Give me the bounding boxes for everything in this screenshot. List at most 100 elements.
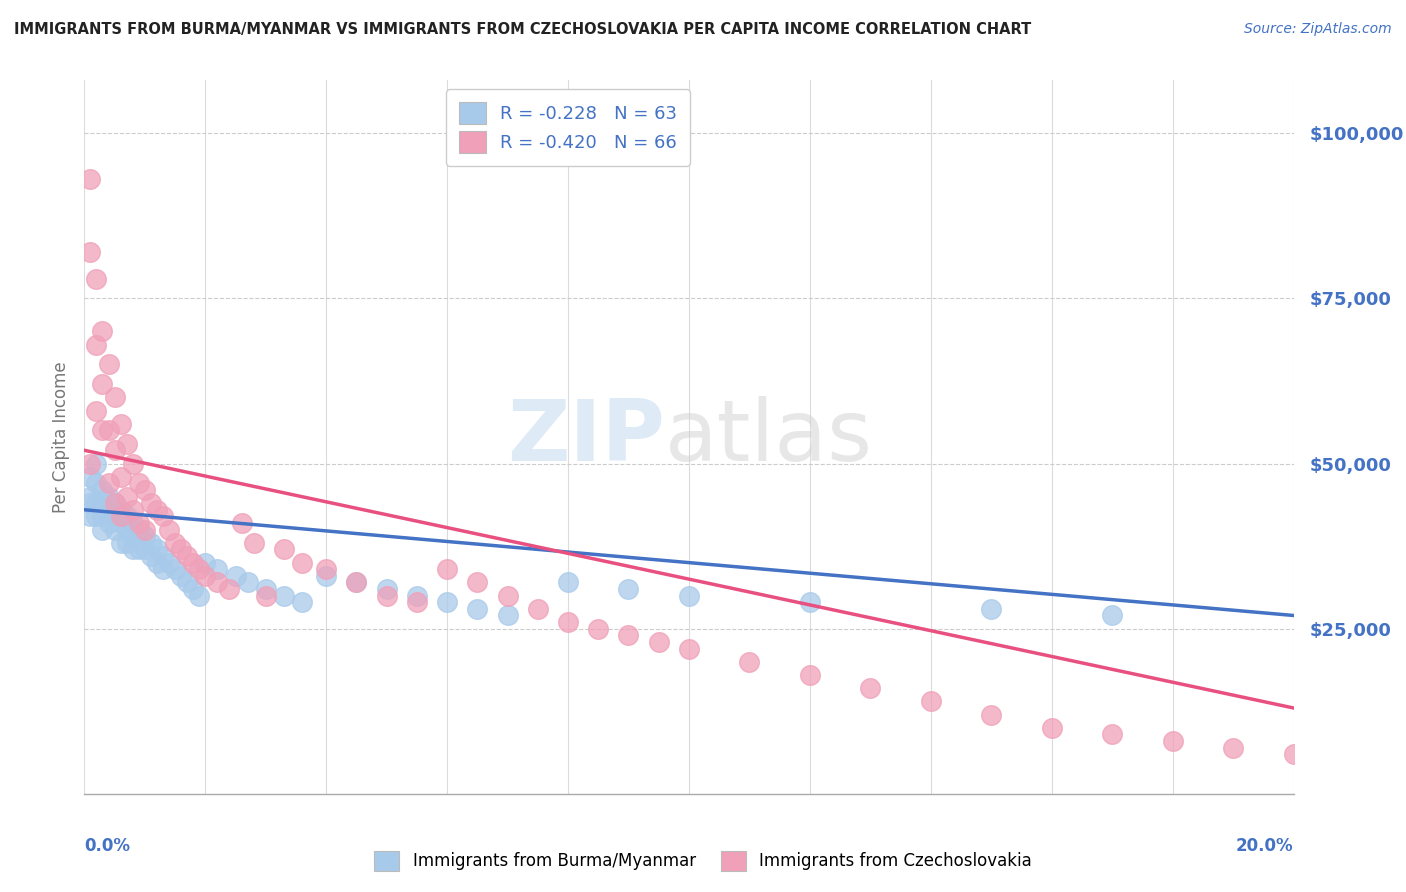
Point xyxy=(980,707,1002,722)
Point xyxy=(588,622,610,636)
Point xyxy=(496,608,519,623)
Point xyxy=(242,536,264,550)
Point xyxy=(291,595,314,609)
Point xyxy=(467,602,489,616)
Point xyxy=(346,575,368,590)
Point xyxy=(467,575,489,590)
Point xyxy=(110,516,132,530)
Point xyxy=(315,562,337,576)
Point xyxy=(121,542,143,557)
Point xyxy=(557,615,579,629)
Point xyxy=(104,443,127,458)
Point xyxy=(91,523,114,537)
Point xyxy=(115,509,138,524)
Point xyxy=(97,358,120,372)
Point xyxy=(91,424,114,438)
Point xyxy=(980,602,1002,616)
Text: atlas: atlas xyxy=(665,395,873,479)
Point xyxy=(91,377,114,392)
Point xyxy=(91,483,114,497)
Legend: R = -0.228   N = 63, R = -0.420   N = 66: R = -0.228 N = 63, R = -0.420 N = 66 xyxy=(446,89,690,166)
Point xyxy=(225,569,247,583)
Point xyxy=(181,582,204,596)
Point xyxy=(139,549,162,563)
Point xyxy=(79,496,101,510)
Point xyxy=(152,509,174,524)
Point xyxy=(152,549,174,563)
Y-axis label: Per Capita Income: Per Capita Income xyxy=(52,361,70,513)
Point xyxy=(146,542,169,557)
Point xyxy=(121,457,143,471)
Point xyxy=(121,529,143,543)
Point xyxy=(436,562,458,576)
Point xyxy=(678,589,700,603)
Text: IMMIGRANTS FROM BURMA/MYANMAR VS IMMIGRANTS FROM CZECHOSLOVAKIA PER CAPITA INCOM: IMMIGRANTS FROM BURMA/MYANMAR VS IMMIGRA… xyxy=(14,22,1032,37)
Point xyxy=(231,516,253,530)
Point xyxy=(134,529,156,543)
Point xyxy=(176,549,198,563)
Point xyxy=(291,556,314,570)
Point xyxy=(146,502,169,516)
Point xyxy=(115,490,138,504)
Point xyxy=(115,436,138,450)
Point xyxy=(157,523,180,537)
Point xyxy=(152,562,174,576)
Point xyxy=(97,476,120,491)
Point xyxy=(134,483,156,497)
Point xyxy=(104,496,127,510)
Point xyxy=(346,575,368,590)
Point xyxy=(79,457,101,471)
Point xyxy=(79,490,101,504)
Point xyxy=(859,681,882,695)
Point xyxy=(115,523,138,537)
Point xyxy=(79,469,101,483)
Text: 20.0%: 20.0% xyxy=(1236,837,1294,855)
Point xyxy=(104,496,127,510)
Point xyxy=(218,582,240,596)
Point xyxy=(176,575,198,590)
Point xyxy=(170,542,193,557)
Point xyxy=(1282,747,1305,762)
Point xyxy=(1101,608,1123,623)
Point xyxy=(115,536,138,550)
Point xyxy=(188,562,211,576)
Point xyxy=(128,476,150,491)
Point xyxy=(97,516,120,530)
Point xyxy=(97,502,120,516)
Point xyxy=(496,589,519,603)
Point xyxy=(139,536,162,550)
Point xyxy=(1040,721,1063,735)
Legend: Immigrants from Burma/Myanmar, Immigrants from Czechoslovakia: Immigrants from Burma/Myanmar, Immigrant… xyxy=(366,842,1040,880)
Point xyxy=(557,575,579,590)
Point xyxy=(254,582,277,596)
Point xyxy=(104,391,127,405)
Point xyxy=(648,635,671,649)
Point xyxy=(920,694,942,708)
Point xyxy=(738,655,761,669)
Point xyxy=(110,536,132,550)
Point xyxy=(273,542,295,557)
Point xyxy=(79,245,101,260)
Point xyxy=(617,628,640,642)
Point xyxy=(799,595,821,609)
Point xyxy=(110,469,132,483)
Point xyxy=(181,556,204,570)
Point xyxy=(134,542,156,557)
Point xyxy=(104,509,127,524)
Point xyxy=(273,589,295,603)
Point xyxy=(617,582,640,596)
Point xyxy=(134,523,156,537)
Point xyxy=(527,602,550,616)
Point xyxy=(86,496,108,510)
Point xyxy=(236,575,259,590)
Point xyxy=(165,562,187,576)
Point xyxy=(188,589,211,603)
Point xyxy=(436,595,458,609)
Point xyxy=(1161,734,1184,748)
Point xyxy=(128,516,150,530)
Point xyxy=(91,496,114,510)
Point xyxy=(207,562,229,576)
Point xyxy=(86,476,108,491)
Text: 0.0%: 0.0% xyxy=(84,837,131,855)
Point xyxy=(254,589,277,603)
